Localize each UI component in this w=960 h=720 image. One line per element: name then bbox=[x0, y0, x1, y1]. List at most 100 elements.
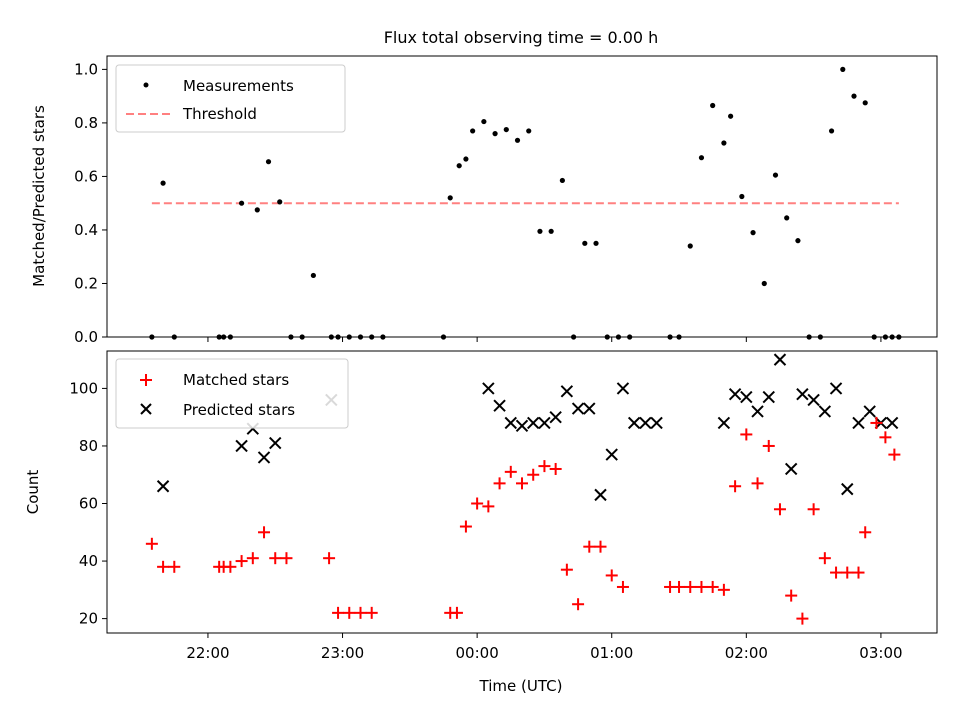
matched-star-point bbox=[870, 416, 883, 429]
measurement-point bbox=[615, 334, 622, 340]
matched-star-point bbox=[459, 520, 472, 533]
measurement-point bbox=[882, 334, 889, 340]
matched-star-point bbox=[796, 612, 809, 625]
bottom-x-ticks: 22:00 23:00 00:00 01:00 02:00 03:00 bbox=[186, 633, 903, 662]
predicted-star-point bbox=[728, 387, 742, 401]
predicted-star-point bbox=[773, 353, 787, 366]
measurement-point bbox=[346, 334, 352, 340]
measurement-point bbox=[676, 334, 682, 340]
matched-star-point bbox=[224, 560, 237, 573]
matched-star-point bbox=[280, 552, 293, 565]
measurement-point bbox=[593, 240, 599, 246]
matched-star-point bbox=[859, 526, 872, 539]
legend-measurements-marker bbox=[143, 82, 149, 88]
measurement-point bbox=[537, 228, 543, 234]
measurement-point bbox=[761, 280, 767, 287]
predicted-star-point bbox=[650, 416, 663, 430]
x-axis-label: Time (UTC) bbox=[479, 677, 563, 695]
predicted-star-point bbox=[571, 402, 585, 415]
measurement-point bbox=[380, 334, 386, 340]
legend-measurements-label: Measurements bbox=[183, 77, 294, 95]
predicted-star-point bbox=[235, 439, 248, 453]
matched-star-point bbox=[673, 580, 686, 593]
measurement-point bbox=[806, 334, 812, 340]
legend-threshold-label: Threshold bbox=[182, 105, 257, 123]
measurement-point bbox=[871, 334, 877, 340]
legend-predicted-label: Predicted stars bbox=[183, 401, 295, 419]
measurement-point bbox=[772, 172, 779, 178]
measurement-point bbox=[889, 334, 895, 340]
predicted-star-point bbox=[627, 416, 641, 430]
matched-star-point bbox=[157, 560, 170, 573]
bottom-y-tick-label: 40 bbox=[79, 552, 98, 570]
bottom-y-tick-label: 80 bbox=[79, 437, 98, 455]
measurement-point bbox=[299, 334, 305, 340]
top-y-tick-label: 0.2 bbox=[74, 274, 98, 292]
measurement-point bbox=[369, 334, 375, 340]
matched-star-point bbox=[332, 606, 345, 619]
measurement-point bbox=[254, 207, 260, 213]
x-tick-label: 22:00 bbox=[186, 644, 229, 662]
measurement-point bbox=[221, 334, 227, 340]
measurement-point bbox=[149, 334, 155, 340]
matched-star-point bbox=[343, 606, 356, 619]
measurement-point bbox=[470, 128, 476, 134]
measurement-point bbox=[492, 131, 498, 137]
matched-star-point bbox=[888, 448, 901, 461]
matched-star-point bbox=[605, 569, 618, 582]
legend-predicted-marker bbox=[140, 403, 152, 415]
measurement-point bbox=[238, 200, 245, 206]
predicted-star-point bbox=[829, 382, 843, 395]
measurement-point bbox=[817, 334, 823, 340]
predicted-star-point bbox=[807, 393, 820, 407]
measurement-point bbox=[851, 93, 857, 99]
matched-star-point bbox=[527, 468, 540, 481]
measurement-point bbox=[862, 100, 868, 106]
top-y-tick-label: 0.8 bbox=[74, 114, 98, 132]
measurement-point bbox=[456, 163, 462, 169]
predicted-star-point bbox=[549, 410, 562, 424]
top-x-ticks bbox=[207, 337, 882, 342]
measurement-point bbox=[277, 199, 283, 205]
measurement-point bbox=[698, 155, 705, 161]
panel-bottom: 20 40 60 80 100 22:00 23:00 00:00 01:00 02:00 03:… bbox=[24, 350, 938, 695]
predicted-star-point bbox=[527, 416, 540, 430]
predicted-star-point bbox=[482, 382, 495, 395]
top-y-tick-label: 0.0 bbox=[74, 328, 98, 346]
measurement-point bbox=[440, 334, 447, 340]
predicted-star-point bbox=[796, 387, 809, 401]
matched-star-point bbox=[818, 552, 831, 565]
predicted-star-point bbox=[717, 416, 731, 430]
matched-star-point bbox=[751, 477, 764, 490]
measurement-point bbox=[710, 102, 716, 109]
matched-star-point bbox=[168, 560, 181, 573]
measurement-point bbox=[828, 128, 835, 134]
predicted-star-point bbox=[751, 405, 764, 418]
bottom-legend: Matched stars Predicted stars bbox=[115, 358, 349, 429]
matched-star-point bbox=[560, 563, 573, 576]
bottom-y-axis-label: Count bbox=[24, 470, 42, 515]
predicted-star-point bbox=[156, 480, 170, 493]
predicted-star-point bbox=[841, 482, 854, 496]
matched-star-point bbox=[450, 606, 463, 619]
panel-top: 0.0 0.2 0.4 0.6 0.8 1.0 Matched/Predicted sta… bbox=[30, 55, 938, 346]
matched-star-point bbox=[538, 460, 551, 473]
top-plot-marks bbox=[149, 66, 902, 340]
matched-star-point bbox=[594, 540, 607, 553]
measurement-point bbox=[739, 193, 745, 200]
measurement-point bbox=[328, 334, 334, 340]
matched-star-point bbox=[852, 566, 865, 579]
matched-star-point bbox=[365, 606, 378, 619]
matched-star-point bbox=[717, 583, 730, 596]
measurement-point bbox=[160, 180, 166, 186]
measurement-point bbox=[896, 334, 902, 340]
matched-star-point bbox=[549, 462, 562, 475]
predicted-star-point bbox=[269, 436, 282, 450]
matched-star-point bbox=[493, 477, 506, 490]
x-tick-label: 23:00 bbox=[321, 644, 364, 662]
matched-star-point bbox=[740, 428, 753, 441]
matched-star-point bbox=[773, 503, 786, 516]
measurement-point bbox=[548, 228, 554, 234]
measurement-point bbox=[503, 126, 509, 133]
top-y-tick-label: 1.0 bbox=[74, 60, 98, 78]
